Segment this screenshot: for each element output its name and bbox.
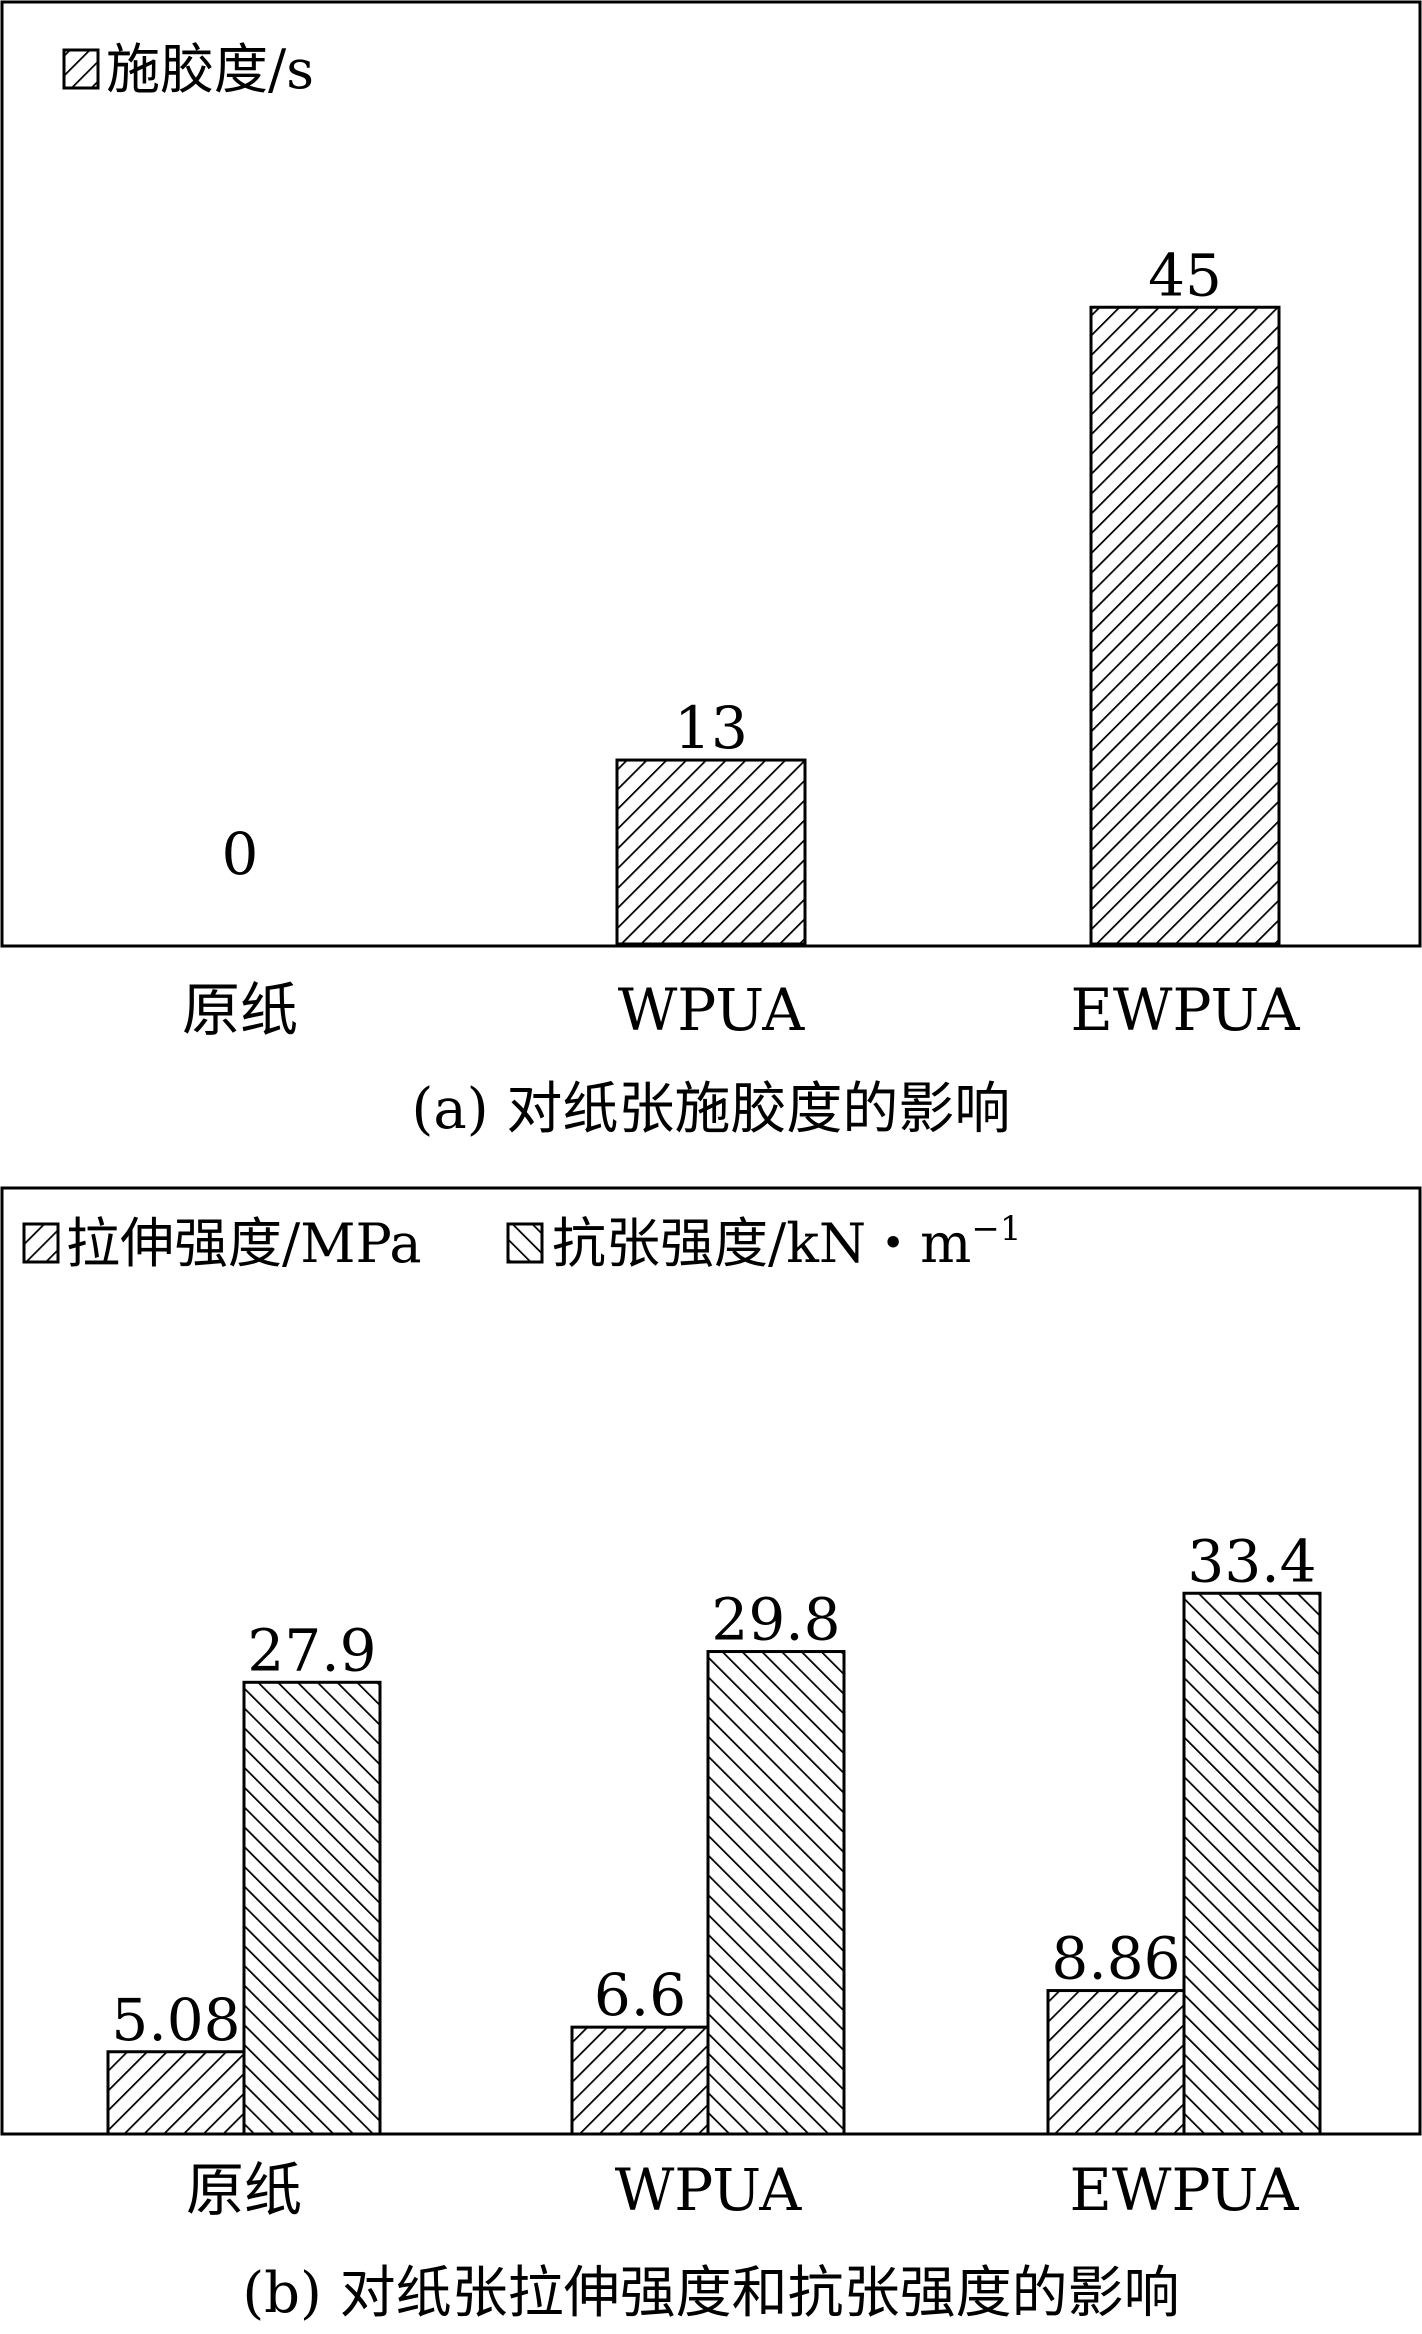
bar-strength-s0: [106, 2050, 246, 2136]
bar-strength-s1: [706, 1650, 846, 2136]
bar-strength-s0: [570, 2025, 710, 2136]
panel-a-legend: 施胶度/s: [62, 38, 314, 101]
legend-label-tensile: 拉伸强度/MPa: [66, 1212, 422, 1275]
data-label: 27.9: [247, 1616, 376, 1684]
data-label: 45: [1148, 241, 1222, 309]
panel-b-caption: (b) 对纸张拉伸强度和抗张强度的影响: [242, 2261, 1179, 2326]
bar-sizing-s0: [1089, 305, 1281, 946]
data-label: 13: [674, 694, 748, 762]
data-label: 29.8: [711, 1586, 840, 1654]
panel-b-bars: 5.08 27.9 6.6 29.8 8.86 33.4: [106, 1527, 1322, 2136]
panel-b-category-labels: 原纸 WPUA EWPUA: [186, 2156, 1300, 2224]
legend-label-sizing: 施胶度/s: [106, 38, 314, 101]
data-label: 0: [222, 820, 259, 888]
category-label: 原纸: [186, 2156, 302, 2224]
bar-strength-s1: [1182, 1591, 1322, 2136]
data-label: 8.86: [1051, 1925, 1180, 1993]
bar-strength-s1: [242, 1680, 382, 2136]
category-label: WPUA: [615, 2156, 803, 2224]
legend-swatch-tensile: [22, 1222, 60, 1264]
panel-a: 施胶度/s 0 13 45 原纸 WPUA EWPUA (a) 对纸张施胶度的影响: [0, 0, 1422, 1142]
legend-swatch-sizing: [62, 48, 100, 90]
panel-a-caption: (a) 对纸张施胶度的影响: [412, 1077, 1011, 1142]
category-label: EWPUA: [1070, 2156, 1300, 2224]
data-label: 5.08: [111, 1986, 240, 2054]
data-label: 6.6: [594, 1961, 686, 2029]
bar-strength-s0: [1046, 1989, 1186, 2136]
category-label: WPUA: [618, 976, 806, 1044]
panel-b-legend: 拉伸强度/MPa 抗张强度/kN・m−1: [22, 1209, 1022, 1275]
data-label: 33.4: [1187, 1527, 1316, 1595]
legend-superscript: −1: [971, 1209, 1021, 1249]
category-label: 原纸: [182, 976, 298, 1044]
panel-a-bars: 0 13 45: [222, 241, 1281, 946]
panel-a-category-labels: 原纸 WPUA EWPUA: [182, 976, 1301, 1044]
category-label: EWPUA: [1071, 976, 1301, 1044]
panel-b: 拉伸强度/MPa 抗张强度/kN・m−1 5.08 27.9 6.6 29.8 8.86…: [0, 1186, 1422, 2326]
panel-a-frame: [0, 0, 1422, 948]
legend-swatch-breaking: [506, 1222, 544, 1264]
bar-sizing-s0: [615, 758, 807, 946]
legend-label-breaking: 抗张强度/kN・m−1: [552, 1209, 1022, 1275]
